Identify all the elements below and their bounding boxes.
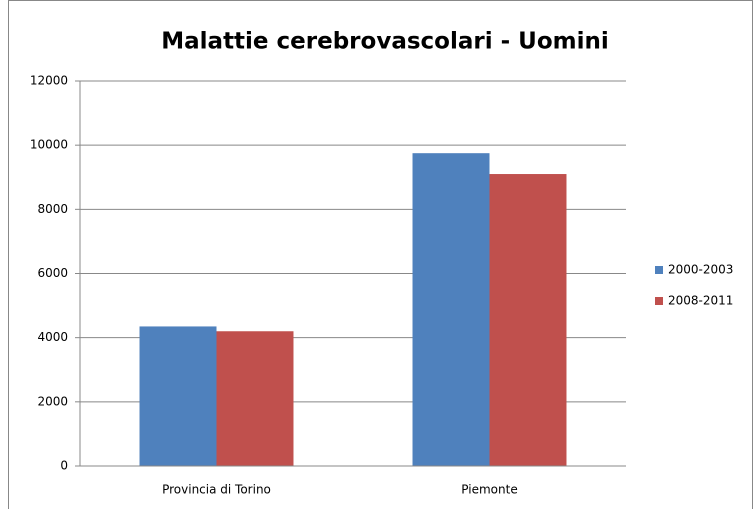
legend-swatch [655, 297, 663, 305]
y-tick-label: 0 [60, 459, 68, 473]
legend-swatch [655, 266, 663, 274]
x-tick-label: Piemonte [461, 483, 517, 497]
y-tick-label: 12000 [30, 74, 68, 88]
y-tick-label: 2000 [37, 394, 68, 408]
bar [489, 174, 567, 466]
y-tick-label: 4000 [37, 330, 68, 344]
y-tick-label: 10000 [30, 138, 68, 152]
legend-label: 2008-2011 [668, 294, 733, 308]
y-tick-label: 8000 [37, 202, 68, 216]
y-tick-label: 6000 [37, 266, 68, 280]
bar [139, 326, 217, 466]
bar [412, 153, 490, 466]
chart-title: Malattie cerebrovascolari - Uomini [161, 29, 609, 55]
x-tick-label: Provincia di Torino [162, 483, 271, 497]
legend-label: 2000-2003 [668, 263, 733, 277]
chart-frame [8, 0, 753, 509]
bar [216, 331, 294, 466]
